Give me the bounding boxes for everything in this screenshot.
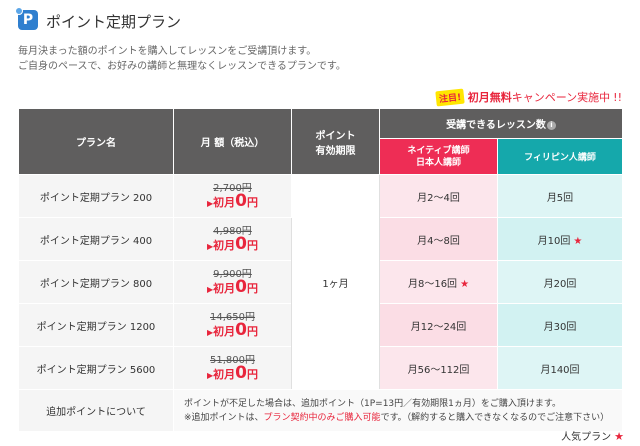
arrow-icon: ▶ bbox=[207, 371, 214, 380]
filipino-lessons: 月5回 bbox=[497, 174, 623, 218]
page-header: P ポイント定期プラン bbox=[15, 7, 182, 32]
filipino-lessons: 月140回 bbox=[497, 346, 623, 390]
table-row: ポイント定期プラン 200 2,700円 ▶初月0円 1ヶ月 月2～4回 月5回 bbox=[18, 174, 623, 390]
star-icon: ★ bbox=[460, 278, 470, 290]
page-title: ポイント定期プラン bbox=[46, 12, 182, 31]
arrow-icon: ▶ bbox=[207, 328, 214, 337]
price-cell: 2,700円 ▶初月0円 bbox=[173, 174, 292, 218]
filipino-lessons: 月10回 ★ bbox=[497, 217, 623, 261]
first-month-price: ▶初月0円 bbox=[207, 277, 258, 297]
description-line-2: ご自身のペースで、お好みの講師と無理なくレッスンできるプランです。 bbox=[18, 61, 346, 72]
description-line-1: 毎月決まった額のポイントを購入してレッスンをご受講頂けます。 bbox=[18, 46, 317, 57]
campaign-text: キャンペーン実施中 bbox=[511, 91, 611, 104]
additional-points-note: ポイントが不足した場合は、追加ポイント（1P=13円／有効期限1ヵ月）をご購入頂… bbox=[173, 389, 623, 432]
additional-points-row: 追加ポイントについて ポイントが不足した場合は、追加ポイント（1P=13円／有効… bbox=[18, 389, 623, 432]
plan-name: ポイント定期プラン 5600 bbox=[18, 346, 174, 390]
campaign-banner: 注目! 初月無料 キャンペーン実施中 !! bbox=[434, 88, 622, 106]
old-price: 51,800円 bbox=[210, 355, 255, 366]
additional-points-label: 追加ポイントについて bbox=[18, 389, 174, 432]
campaign-suffix: !! bbox=[613, 90, 622, 104]
old-price: 9,900円 bbox=[213, 269, 252, 280]
plan-table: プラン名 月 額（税込） ポイント 有効期限 受講できるレッスン数 i ネイティブ… bbox=[18, 108, 623, 432]
attention-badge: 注目! bbox=[434, 88, 465, 106]
native-lessons: 月56～112回 bbox=[379, 346, 498, 390]
header-filipino-teacher: フィリピン人講師 bbox=[497, 138, 623, 175]
price-cell: 51,800円 ▶初月0円 bbox=[173, 346, 292, 390]
point-coin-icon: P bbox=[15, 7, 40, 32]
first-month-price: ▶初月0円 bbox=[207, 191, 258, 211]
native-lessons: 月12～24回 bbox=[379, 303, 498, 347]
purchase-condition: プラン契約中のみご購入可能 bbox=[263, 412, 381, 423]
campaign-highlight: 初月無料 bbox=[467, 91, 512, 104]
native-lessons: 月4～8回 bbox=[379, 217, 498, 261]
price-cell: 9,900円 ▶初月0円 bbox=[173, 260, 292, 304]
plan-name: ポイント定期プラン 400 bbox=[18, 217, 174, 261]
native-lessons: 月2～4回 bbox=[379, 174, 498, 218]
first-month-price: ▶初月0円 bbox=[207, 234, 258, 254]
star-icon: ★ bbox=[614, 430, 624, 443]
star-icon: ★ bbox=[573, 235, 583, 247]
header-lessons: 受講できるレッスン数 i bbox=[379, 108, 623, 139]
plan-description: 毎月決まった額のポイントを購入してレッスンをご受講頂けます。 ご自身のペースで、… bbox=[18, 44, 346, 74]
plan-name: ポイント定期プラン 800 bbox=[18, 260, 174, 304]
header-period: ポイント 有効期限 bbox=[291, 108, 380, 175]
old-price: 4,980円 bbox=[213, 226, 252, 237]
plan-name: ポイント定期プラン 1200 bbox=[18, 303, 174, 347]
header-plan-name: プラン名 bbox=[18, 108, 174, 175]
filipino-lessons: 月30回 bbox=[497, 303, 623, 347]
plan-name: ポイント定期プラン 200 bbox=[18, 174, 174, 218]
price-cell: 4,980円 ▶初月0円 bbox=[173, 217, 292, 261]
native-lessons: 月8～16回 ★ bbox=[379, 260, 498, 304]
first-month-price: ▶初月0円 bbox=[207, 363, 258, 383]
price-cell: 14,650円 ▶初月0円 bbox=[173, 303, 292, 347]
table-row: ポイント定期プラン 400 4,980円 ▶初月0円 月4～8回 月10回 ★ bbox=[18, 217, 623, 261]
point-validity-period: 1ヶ月 bbox=[291, 174, 380, 390]
arrow-icon: ▶ bbox=[207, 285, 214, 294]
header-native-teacher: ネイティブ講師 日本人講師 bbox=[379, 138, 498, 175]
header-price: 月 額（税込） bbox=[173, 108, 292, 175]
arrow-icon: ▶ bbox=[207, 242, 214, 251]
old-price: 14,650円 bbox=[210, 312, 255, 323]
popular-plan-legend: 人気プラン ★ bbox=[561, 430, 624, 443]
table-row: ポイント定期プラン 5600 51,800円 ▶初月0円 月56～112回 月1… bbox=[18, 346, 623, 390]
old-price: 2,700円 bbox=[213, 183, 252, 194]
arrow-icon: ▶ bbox=[207, 199, 214, 208]
table-row: ポイント定期プラン 1200 14,650円 ▶初月0円 月12～24回 月30… bbox=[18, 303, 623, 347]
filipino-lessons: 月20回 bbox=[497, 260, 623, 304]
first-month-price: ▶初月0円 bbox=[207, 320, 258, 340]
info-icon[interactable]: i bbox=[546, 120, 556, 130]
